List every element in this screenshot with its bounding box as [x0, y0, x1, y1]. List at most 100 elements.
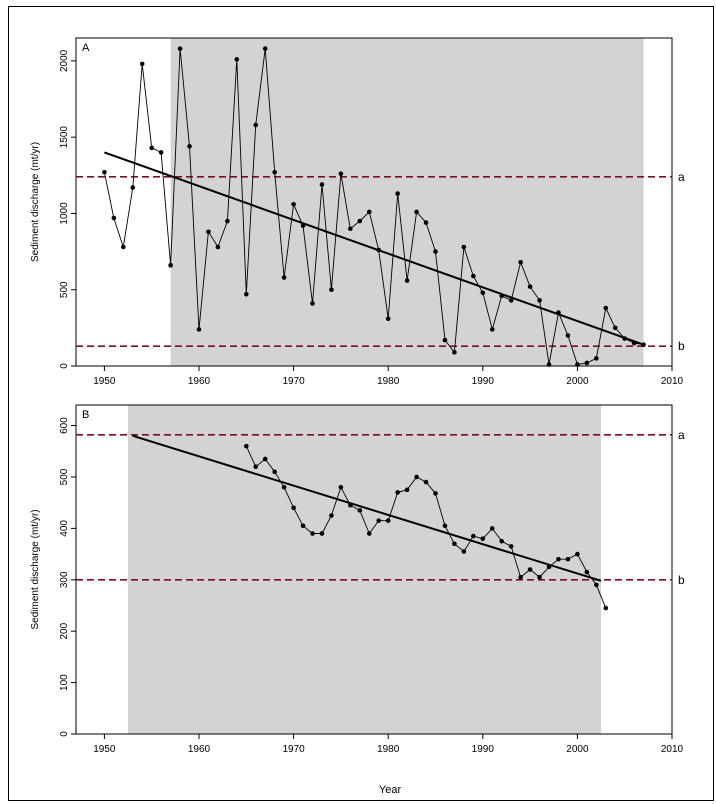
data-point [612, 325, 618, 331]
data-point [556, 556, 561, 562]
data-point [310, 301, 315, 306]
data-point [385, 518, 391, 523]
data-point [461, 244, 467, 250]
data-point [518, 574, 523, 580]
data-point [527, 284, 533, 289]
data-point [281, 275, 287, 280]
plot-frame [75, 37, 673, 367]
data-point [423, 220, 429, 225]
plot-frame [75, 404, 673, 735]
data-point [225, 218, 230, 224]
panel-b: B 0 100 200 300 400 500 600 1950 1960 1970 1980 1990… [30, 404, 685, 755]
data-point [442, 337, 448, 343]
shaded-region [170, 38, 644, 366]
data-point [508, 298, 514, 303]
data-point [499, 538, 505, 544]
data-point [594, 356, 599, 361]
x-tick-label: 2000 [566, 744, 589, 755]
data-point [281, 484, 287, 490]
trend-line [132, 434, 602, 582]
data-point [111, 215, 117, 221]
series-line [103, 48, 644, 366]
data-point [489, 327, 495, 332]
data-point [404, 487, 410, 493]
reference-label-b: b [678, 573, 685, 587]
data-point [433, 249, 438, 254]
reference-label-b: b [678, 339, 685, 353]
x-tick-label: 2010 [661, 376, 684, 387]
data-point [452, 349, 457, 355]
data-point [102, 169, 107, 175]
data-point [272, 469, 277, 475]
y-tick-label: 600 [59, 417, 70, 434]
data-point [149, 145, 154, 151]
panel-a: A 0 500 1000 1500 2000 1950 1960 1970 1980 1990 200… [30, 37, 685, 387]
figure-frame [8, 6, 714, 801]
data-point [395, 490, 400, 495]
x-tick-label: 1970 [282, 376, 305, 387]
data-point [357, 218, 363, 224]
data-point [584, 360, 590, 366]
y-tick-label: 100 [59, 674, 70, 691]
data-point [319, 182, 325, 187]
reference-label-a: a [678, 428, 685, 442]
y-tick-label: 500 [59, 281, 70, 298]
data-point [537, 574, 542, 580]
data-point [243, 291, 249, 297]
data-point [480, 290, 486, 296]
shaded-region [128, 405, 602, 734]
x-tick-label: 2000 [566, 376, 589, 387]
x-tick-label: 1980 [377, 376, 400, 387]
data-point [575, 551, 580, 557]
data-point [433, 491, 438, 496]
data-point [177, 46, 183, 51]
x-tick-label: 1950 [93, 376, 116, 387]
data-point [471, 533, 476, 539]
data-point [376, 518, 382, 523]
data-point [187, 144, 192, 149]
data-point [196, 327, 202, 332]
data-point [489, 526, 495, 531]
x-tick-label: 1990 [472, 376, 495, 387]
data-point [603, 605, 609, 611]
data-point [414, 474, 419, 480]
data-point [329, 287, 334, 293]
y-tick-label: 0 [59, 731, 70, 737]
y-tick-label: 1500 [59, 126, 70, 149]
data-point [423, 479, 429, 485]
data-point [158, 150, 164, 155]
y-axis-title: Sediment discharge (mt/yr) [30, 142, 41, 262]
y-tick-label: 2000 [59, 49, 70, 72]
data-point [575, 362, 580, 367]
data-point [253, 122, 259, 128]
data-point [366, 531, 372, 536]
data-point [584, 569, 590, 575]
x-tick-label: 2010 [661, 744, 684, 755]
x-tick-label: 1960 [188, 744, 211, 755]
y-tick-label: 400 [59, 520, 70, 537]
data-point [537, 298, 542, 303]
data-point [168, 263, 173, 268]
data-point [291, 505, 296, 511]
x-axis-title: Year [379, 784, 402, 796]
data-point [319, 531, 325, 536]
y-tick-label: 1000 [59, 202, 70, 225]
y-tick-label: 500 [59, 468, 70, 485]
x-tick-label: 1970 [282, 744, 305, 755]
data-point [139, 61, 145, 67]
data-point [348, 226, 353, 231]
data-point [262, 456, 268, 462]
data-point [452, 541, 457, 547]
data-point [291, 201, 296, 207]
data-point [262, 46, 268, 51]
x-tick-label: 1950 [93, 744, 116, 755]
data-point [461, 549, 467, 554]
data-point [206, 229, 211, 235]
data-point [310, 531, 315, 536]
data-point [130, 185, 136, 190]
data-point [253, 464, 259, 469]
data-point [527, 567, 533, 572]
data-point [518, 259, 523, 265]
data-point [338, 171, 344, 177]
data-point [329, 513, 334, 518]
